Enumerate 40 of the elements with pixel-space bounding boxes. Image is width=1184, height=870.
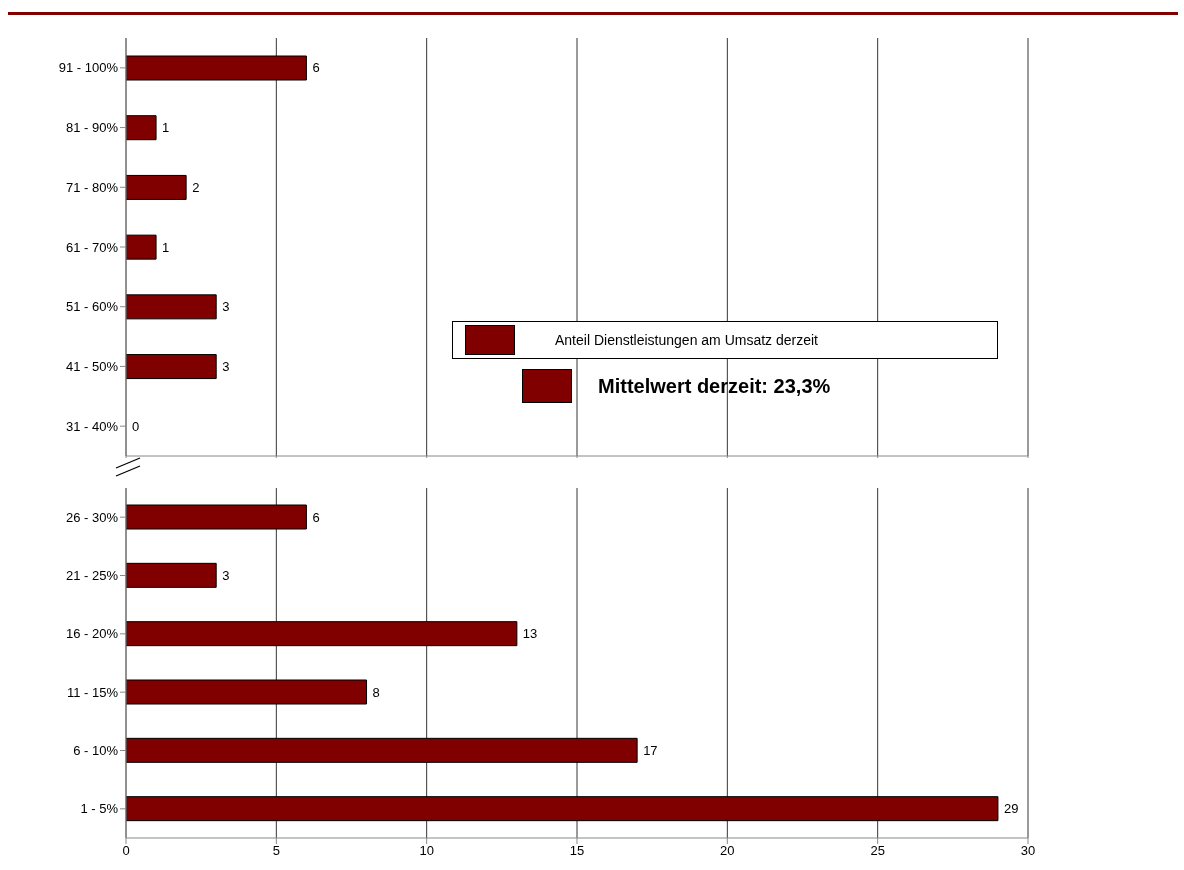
data-label: 2 bbox=[192, 179, 200, 195]
y-tick-label: 61 - 70% bbox=[65, 239, 119, 255]
y-tick-label: 81 - 90% bbox=[65, 120, 119, 136]
y-tick-label: 91 - 100% bbox=[58, 60, 119, 76]
data-label: 3 bbox=[222, 299, 230, 315]
y-tick-label: 51 - 60% bbox=[65, 299, 119, 315]
bar bbox=[126, 294, 217, 320]
bar bbox=[126, 234, 157, 260]
y-tick-label: 71 - 80% bbox=[65, 179, 119, 195]
bar bbox=[126, 115, 157, 141]
y-tick-label: 6 - 10% bbox=[73, 743, 119, 759]
x-tick-label: 30 bbox=[1020, 843, 1036, 859]
data-label: 1 bbox=[162, 239, 170, 255]
y-tick-label: 16 - 20% bbox=[65, 626, 119, 642]
bar bbox=[126, 354, 217, 380]
legend: Anteil Dienstleistungen am Umsatz derzeit bbox=[452, 321, 998, 359]
data-label: 6 bbox=[312, 60, 320, 76]
y-tick-label: 1 - 5% bbox=[80, 801, 119, 817]
data-label: 6 bbox=[312, 509, 320, 525]
y-tick-label: 41 - 50% bbox=[65, 359, 119, 375]
y-tick-label: 31 - 40% bbox=[65, 418, 119, 434]
x-tick-label: 15 bbox=[569, 843, 585, 859]
data-label: 0 bbox=[132, 418, 140, 434]
y-tick-label: 11 - 15% bbox=[66, 684, 119, 700]
x-tick-label: 25 bbox=[870, 843, 885, 859]
data-label: 1 bbox=[162, 120, 170, 136]
bar bbox=[126, 174, 187, 200]
data-label: 8 bbox=[372, 684, 380, 700]
x-tick-label: 0 bbox=[122, 843, 130, 859]
x-tick-label: 10 bbox=[419, 843, 434, 859]
y-tick-label: 21 - 25% bbox=[65, 568, 119, 584]
data-label: 3 bbox=[222, 358, 230, 374]
data-label: 29 bbox=[1003, 801, 1019, 817]
bar bbox=[126, 562, 217, 588]
x-tick-label: 5 bbox=[272, 843, 280, 859]
x-tick-label: 20 bbox=[720, 843, 735, 859]
data-label: 13 bbox=[522, 626, 538, 642]
data-label: 17 bbox=[643, 743, 658, 758]
y-tick-label: 26 - 30% bbox=[65, 509, 119, 525]
data-label: 3 bbox=[222, 568, 230, 583]
